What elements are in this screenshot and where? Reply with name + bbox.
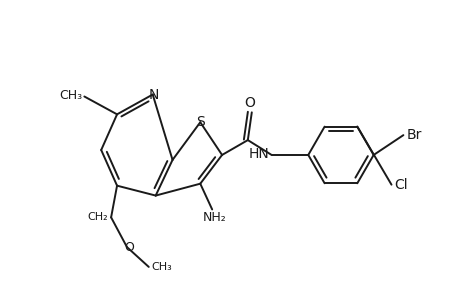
Text: Br: Br xyxy=(405,128,421,142)
Text: NH₂: NH₂ xyxy=(202,212,225,224)
Text: O: O xyxy=(244,96,255,110)
Text: Cl: Cl xyxy=(394,178,407,192)
Text: N: N xyxy=(148,88,158,101)
Text: CH₂: CH₂ xyxy=(87,212,108,222)
Text: S: S xyxy=(196,115,204,129)
Text: HN: HN xyxy=(248,147,269,161)
Text: CH₃: CH₃ xyxy=(151,262,172,272)
Text: CH₃: CH₃ xyxy=(59,89,82,102)
Text: O: O xyxy=(124,241,134,254)
